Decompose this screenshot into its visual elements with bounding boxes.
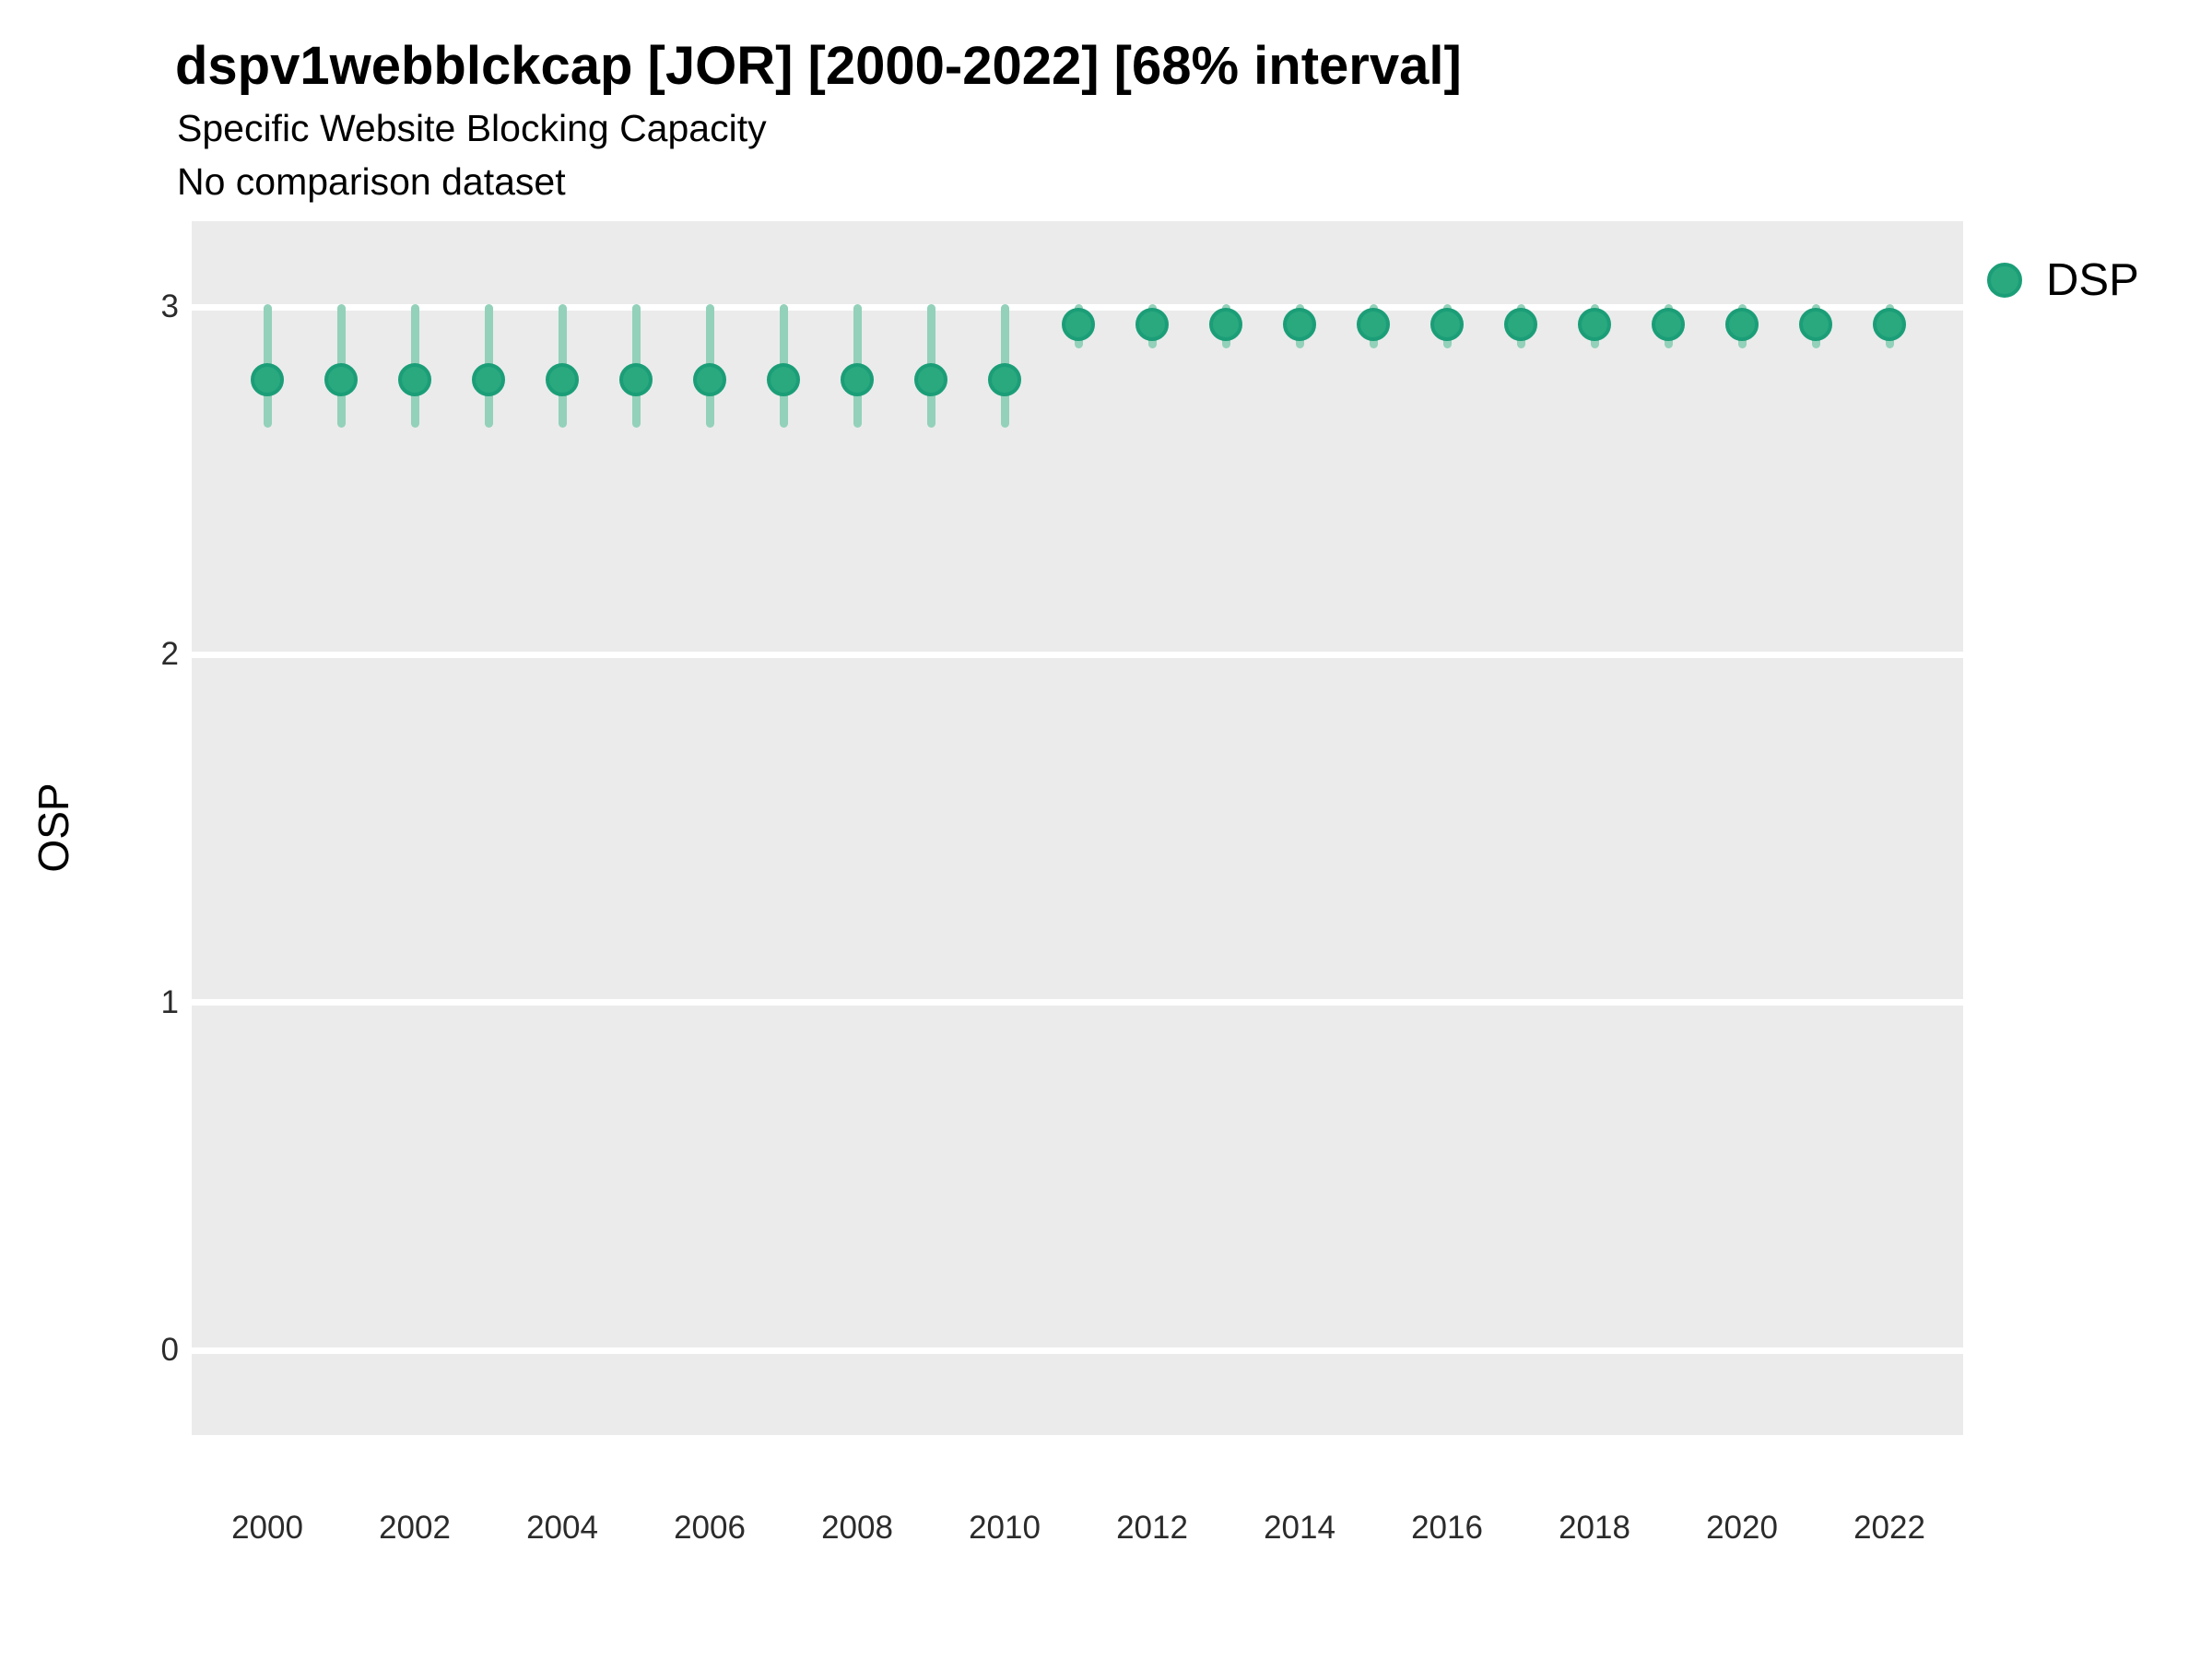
gridline-y-2 bbox=[192, 651, 1963, 658]
gridline-y-0 bbox=[192, 1347, 1963, 1354]
chart-subtitle: Specific Website Blocking Capacity bbox=[177, 107, 767, 149]
x-tick-label-2022: 2022 bbox=[1853, 1510, 1925, 1546]
data-point-2015 bbox=[1357, 307, 1390, 341]
data-point-2011 bbox=[1062, 307, 1095, 341]
data-point-2007 bbox=[767, 363, 800, 397]
x-tick-label-2020: 2020 bbox=[1706, 1510, 1778, 1546]
data-point-2004 bbox=[546, 363, 579, 397]
y-tick-label-0: 0 bbox=[160, 1332, 179, 1368]
legend: DSP bbox=[1987, 254, 2139, 306]
x-tick-label-2010: 2010 bbox=[969, 1510, 1041, 1546]
y-tick-label-2: 2 bbox=[160, 636, 179, 673]
chart-note: No comparison dataset bbox=[177, 160, 566, 203]
plot-panel bbox=[192, 221, 1963, 1435]
gridline-y-1 bbox=[192, 999, 1963, 1006]
x-tick-label-2014: 2014 bbox=[1264, 1510, 1335, 1546]
data-point-2012 bbox=[1135, 307, 1169, 341]
data-point-2017 bbox=[1504, 307, 1537, 341]
x-tick-label-2008: 2008 bbox=[821, 1510, 893, 1546]
data-point-2005 bbox=[619, 363, 653, 397]
data-point-2002 bbox=[398, 363, 431, 397]
data-point-2008 bbox=[841, 363, 874, 397]
x-tick-label-2018: 2018 bbox=[1559, 1510, 1630, 1546]
data-point-2013 bbox=[1209, 307, 1242, 341]
data-point-2006 bbox=[693, 363, 726, 397]
data-point-2003 bbox=[472, 363, 505, 397]
x-tick-label-2002: 2002 bbox=[379, 1510, 451, 1546]
x-tick-label-2000: 2000 bbox=[231, 1510, 303, 1546]
data-point-2016 bbox=[1430, 307, 1464, 341]
data-point-2020 bbox=[1725, 307, 1759, 341]
chart-title: dspv1webblckcap [JOR] [2000-2022] [68% i… bbox=[175, 36, 1462, 96]
data-point-2019 bbox=[1652, 307, 1685, 341]
legend-label: DSP bbox=[2046, 255, 2139, 305]
data-point-2018 bbox=[1578, 307, 1611, 341]
y-tick-label-1: 1 bbox=[160, 983, 179, 1020]
data-point-2021 bbox=[1799, 307, 1832, 341]
x-tick-label-2012: 2012 bbox=[1116, 1510, 1188, 1546]
data-point-2000 bbox=[251, 363, 284, 397]
y-axis-title: OSP bbox=[29, 782, 77, 873]
data-point-2022 bbox=[1873, 307, 1906, 341]
data-point-2014 bbox=[1283, 307, 1316, 341]
x-tick-label-2004: 2004 bbox=[526, 1510, 598, 1546]
data-point-2009 bbox=[914, 363, 947, 397]
data-point-2010 bbox=[988, 363, 1021, 397]
x-tick-label-2016: 2016 bbox=[1411, 1510, 1483, 1546]
data-point-2001 bbox=[324, 363, 358, 397]
x-tick-label-2006: 2006 bbox=[674, 1510, 746, 1546]
y-tick-label-3: 3 bbox=[160, 288, 179, 324]
legend-point-icon bbox=[1987, 263, 2022, 298]
